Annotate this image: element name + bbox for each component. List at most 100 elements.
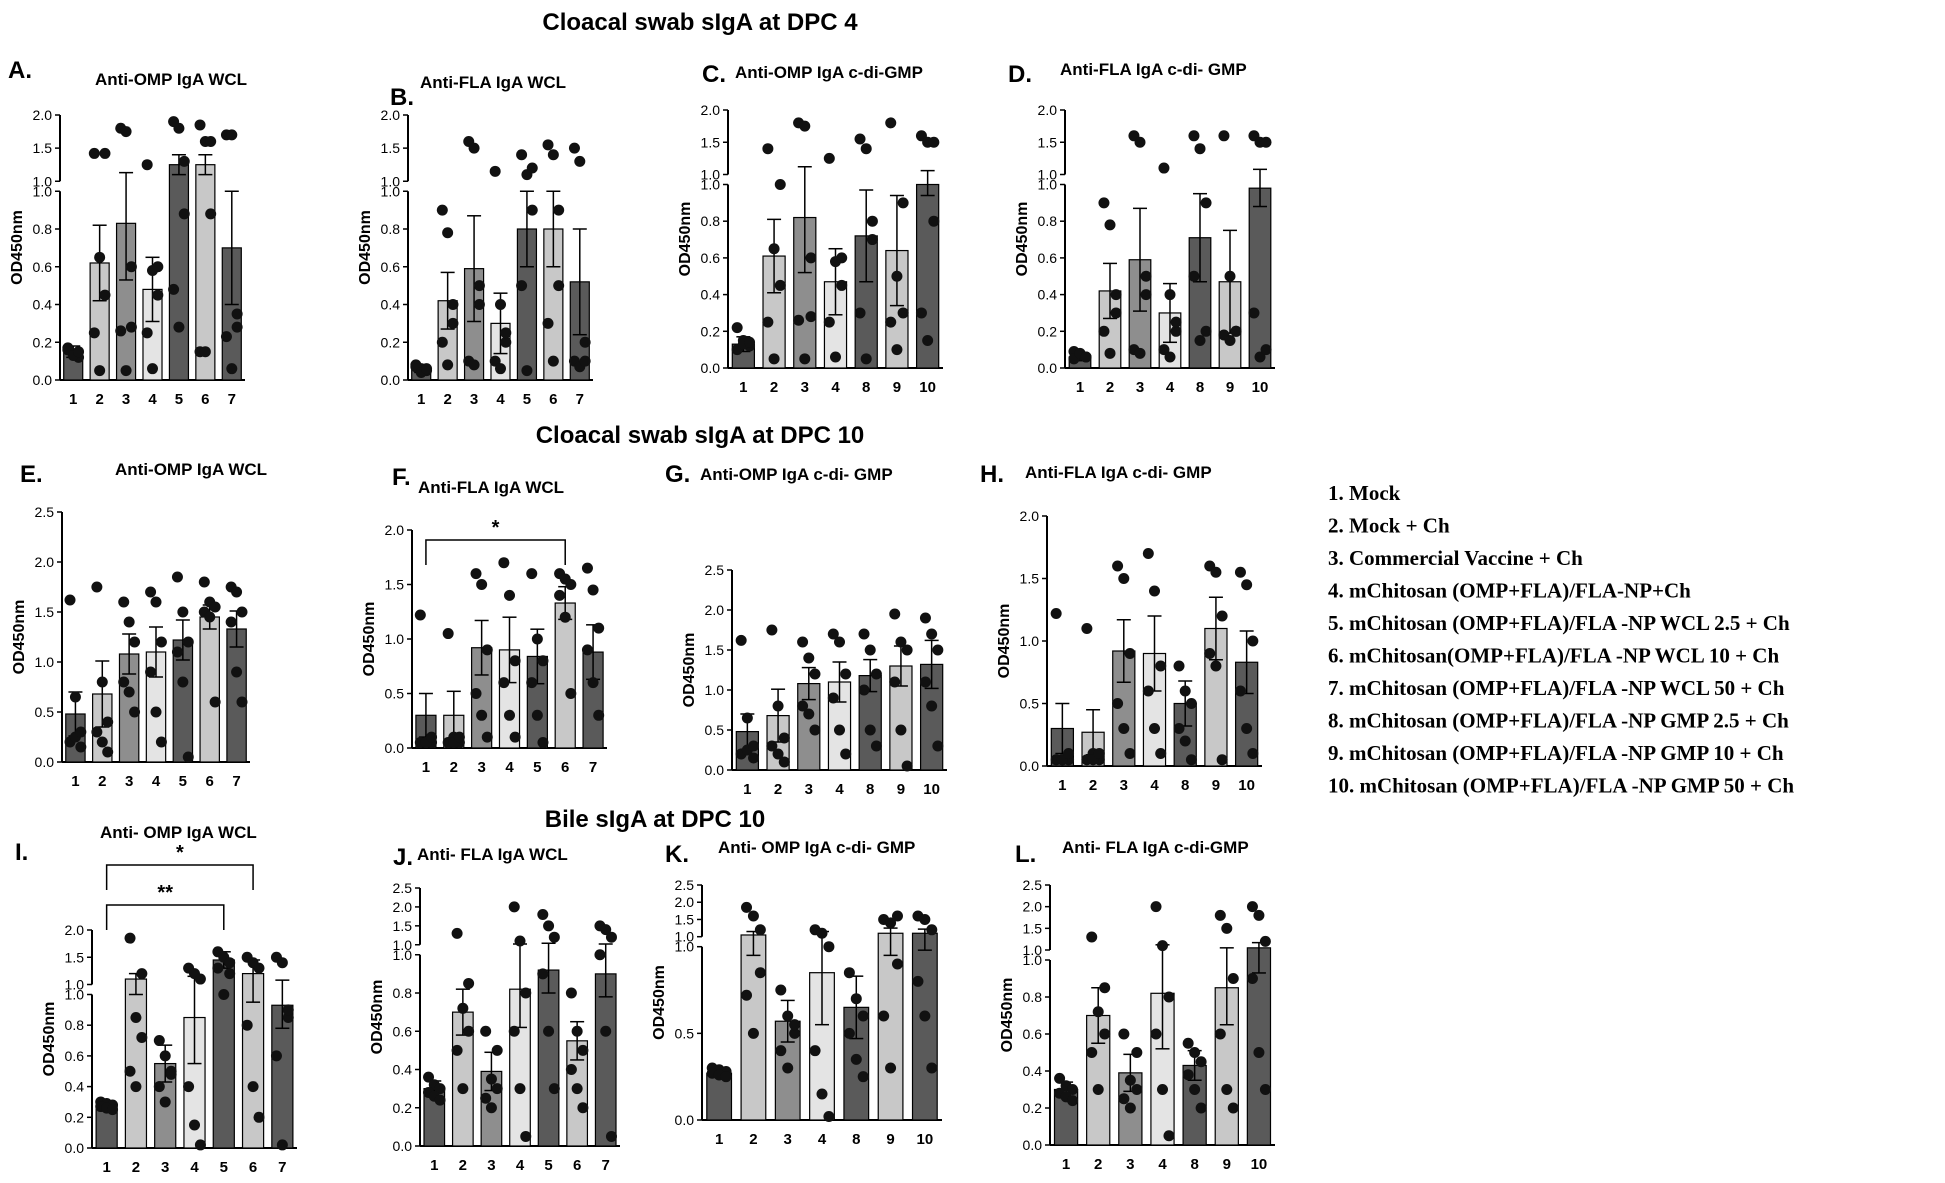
data-point [1098, 197, 1110, 209]
x-tick-label: 3 [161, 1159, 169, 1176]
data-point [805, 252, 817, 264]
charts-group: A. Anti-OMP IgA WCL OD450nm 0.0 0.2 0.4 0.6 0.8… [8, 57, 1275, 1176]
panel-label: L. [1015, 841, 1036, 868]
y-tick-label: 0.6 [1038, 250, 1058, 266]
x-tick-label: 6 [249, 1159, 257, 1176]
data-point [173, 122, 185, 134]
data-point [194, 1139, 206, 1151]
data-point [64, 594, 76, 606]
data-point [1124, 748, 1136, 759]
data-point [1112, 560, 1124, 572]
chart-title: Anti-FLA IgA c-di- GMP [1060, 60, 1247, 79]
x-tick-label: 2 [95, 391, 103, 408]
y-tick-label: 0.4 [1023, 1063, 1043, 1079]
chart-title: Anti- FLA IgA WCL [417, 845, 568, 864]
data-point [1140, 289, 1152, 301]
data-point [236, 696, 248, 708]
data-point [434, 1083, 446, 1095]
data-point [565, 1064, 577, 1076]
data-point [442, 359, 454, 371]
x-tick-label: 1 [102, 1159, 110, 1176]
y-tick-label: 1.0 [33, 173, 53, 189]
data-point [526, 568, 538, 580]
data-point [748, 752, 760, 764]
chart-title: Anti-FLA IgA WCL [418, 478, 564, 497]
x-tick-label: 4 [1150, 777, 1159, 794]
data-point [1155, 660, 1167, 672]
data-point [840, 668, 852, 680]
data-point [568, 142, 580, 154]
data-point [526, 677, 538, 689]
data-point [537, 908, 549, 920]
data-point [476, 579, 488, 590]
data-point [231, 308, 243, 320]
data-point [803, 708, 815, 720]
data-point [553, 280, 565, 292]
data-point [463, 1025, 475, 1037]
data-point [94, 365, 106, 377]
data-point [94, 251, 106, 263]
data-point [836, 252, 848, 264]
x-tick-label: 10 [1251, 1156, 1268, 1173]
x-tick-label: 2 [774, 781, 782, 798]
x-tick-label: 8 [1181, 777, 1189, 794]
legend-item-9: 9. mChitosan (OMP+FLA)/FLA -NP GMP 10 + … [1328, 741, 1784, 765]
data-point [797, 700, 809, 712]
data-point [241, 1019, 253, 1031]
data-point [547, 355, 559, 367]
data-point [816, 1088, 828, 1100]
data-point [526, 204, 538, 216]
data-point [543, 920, 555, 932]
y-tick-label: 2.0 [675, 894, 695, 910]
data-point [91, 581, 103, 593]
section-title-2: Cloacal swab sIgA at DPC 10 [536, 422, 865, 449]
data-point [115, 325, 127, 337]
x-tick-label: 5 [220, 1159, 228, 1176]
data-point [509, 655, 521, 667]
data-point [864, 724, 876, 736]
y-tick-label: 0.0 [35, 754, 55, 770]
data-point [823, 316, 835, 328]
y-tick-label: 0.0 [381, 372, 401, 388]
data-point [836, 279, 848, 291]
data-point [748, 740, 760, 752]
y-tick-label: 1.5 [393, 918, 413, 934]
data-point [75, 741, 87, 753]
data-point [548, 1083, 560, 1095]
data-point [150, 596, 162, 608]
data-point [554, 589, 566, 601]
y-tick-label: 1.0 [393, 937, 413, 953]
data-point [1194, 334, 1206, 346]
x-tick-label: 7 [602, 1157, 610, 1174]
legend-item-3: 3. Commercial Vaccine + Ch [1328, 546, 1583, 570]
data-point [199, 346, 211, 358]
data-point [565, 579, 577, 590]
data-point [772, 748, 784, 760]
data-point [823, 152, 835, 164]
legend-item-2: 2. Mock + Ch [1328, 514, 1450, 538]
y-axis-label: OD450nm [9, 210, 26, 285]
data-point [1157, 940, 1168, 952]
data-point [253, 962, 265, 974]
data-point [508, 1025, 520, 1037]
panel-label: F. [392, 464, 411, 491]
data-point [129, 636, 141, 648]
data-point [579, 355, 591, 367]
data-point [1179, 685, 1191, 697]
section-title-1: Cloacal swab sIgA at DPC 4 [542, 9, 858, 36]
y-axis-label: OD450nm [999, 978, 1016, 1053]
x-tick-label: 4 [1166, 379, 1175, 396]
data-point [124, 1065, 136, 1077]
data-point [145, 586, 157, 598]
chart-title: Anti-OMP IgA WCL [95, 70, 247, 89]
data-point [225, 616, 237, 628]
data-point [226, 363, 238, 375]
y-tick-label: 0.0 [701, 360, 721, 376]
data-point [735, 634, 747, 646]
data-point [1050, 608, 1062, 619]
x-tick-label: 2 [1089, 777, 1097, 794]
x-tick-label: 4 [505, 759, 514, 776]
data-point [1110, 307, 1122, 319]
data-point [1204, 648, 1216, 659]
data-point [69, 691, 81, 703]
